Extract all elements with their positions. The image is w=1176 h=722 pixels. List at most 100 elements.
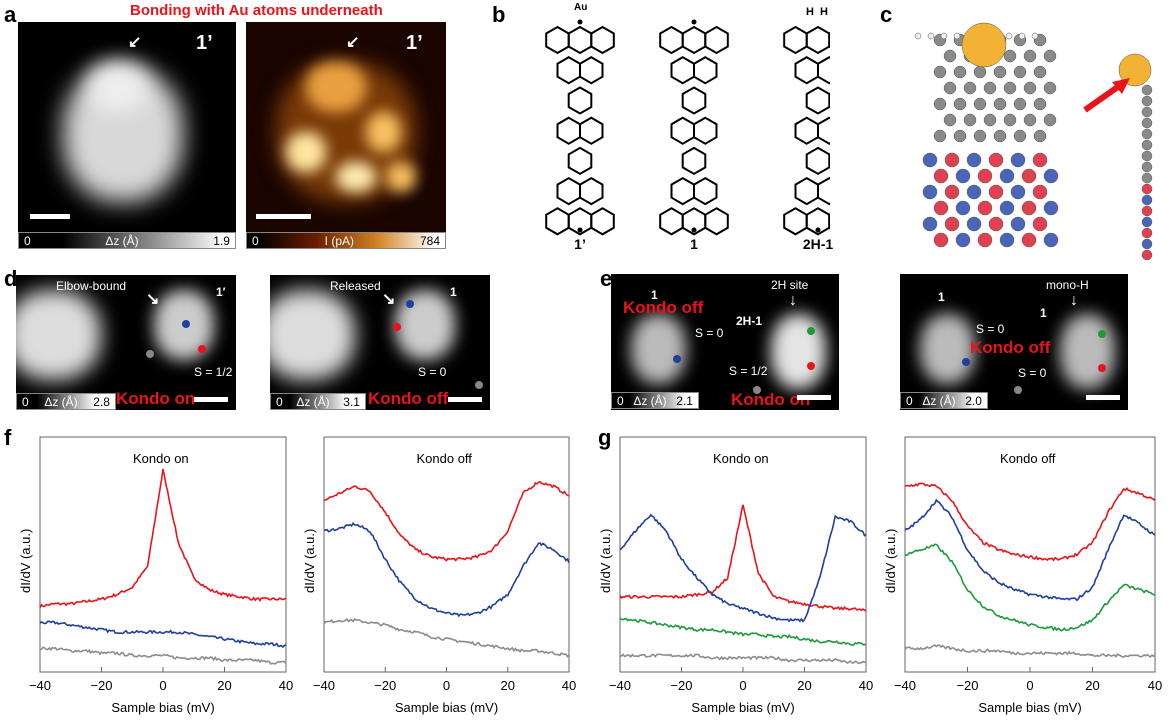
nitrogen-atom bbox=[955, 168, 971, 184]
oxygen-atom bbox=[977, 168, 993, 184]
y-axis-label: dI/dV (a.u.) bbox=[883, 528, 898, 593]
benzene-ring bbox=[556, 176, 581, 206]
cbar-max: 2.8 bbox=[93, 394, 110, 409]
side-view-atom bbox=[1141, 216, 1153, 228]
benzene-ring bbox=[783, 207, 808, 236]
series-line-blue bbox=[39, 620, 287, 649]
x-axis-label: Sample bias (mV) bbox=[978, 700, 1082, 715]
carbon-atom bbox=[1033, 97, 1047, 111]
spin-label: S = 1/2 bbox=[194, 365, 233, 379]
oxygen-atom bbox=[944, 184, 960, 200]
green-marker bbox=[807, 327, 815, 335]
benzene-ring bbox=[670, 176, 695, 206]
panel-label-a: a bbox=[4, 2, 17, 27]
benzene-ring bbox=[805, 146, 830, 176]
hydrogen-atom bbox=[927, 32, 935, 40]
oxygen-atom bbox=[1032, 184, 1048, 200]
x-axis-label: Sample bias (mV) bbox=[691, 700, 795, 715]
arrow-icon: ↙ bbox=[346, 34, 360, 51]
stm-topography-image: ↙ 1’ bbox=[18, 22, 236, 232]
carbon-atom bbox=[983, 81, 997, 95]
radical-dot bbox=[691, 227, 697, 233]
plot-title: Kondo on bbox=[133, 451, 189, 466]
nitrogen-atom bbox=[922, 216, 938, 232]
carbon-atom bbox=[1043, 49, 1057, 63]
gray-marker bbox=[1014, 386, 1022, 394]
red-marker bbox=[807, 362, 815, 370]
carbon-atom bbox=[963, 81, 977, 95]
series-line-green bbox=[904, 543, 1156, 632]
colorbar: 0 Δz (Å) 1.9 bbox=[18, 232, 236, 249]
au-label: Au bbox=[574, 2, 588, 13]
kondo-label: Kondo on bbox=[116, 389, 196, 408]
benzene-ring bbox=[794, 56, 819, 85]
arrow-icon: ↘ bbox=[382, 291, 396, 308]
arrow-icon: ↓ bbox=[1070, 292, 1078, 309]
cbar-max: 1.9 bbox=[213, 233, 230, 248]
molecule-structure bbox=[783, 25, 830, 236]
cbar-min: 0 bbox=[252, 233, 259, 248]
plot-title: Kondo off bbox=[1000, 451, 1056, 466]
stm-image-mono-h: 1 S = 0 1 mono-H ↓ Kondo off S = 0 0 Δz … bbox=[900, 274, 1128, 410]
carbon-atom bbox=[1003, 113, 1017, 127]
benzene-ring bbox=[590, 207, 615, 236]
spin-label: S = 0 bbox=[695, 326, 724, 340]
oxygen-atom bbox=[988, 152, 1004, 168]
radical-dot bbox=[577, 19, 583, 25]
series-line-blue bbox=[904, 498, 1156, 602]
stm-image-2h: 1 Kondo off S = 0 2H-1 2H site ↓ S = 1/2… bbox=[611, 274, 839, 410]
benzene-ring bbox=[556, 56, 581, 85]
colorbar: 0 Δz (Å) 2.0 bbox=[900, 392, 988, 409]
cbar-max: 784 bbox=[419, 233, 440, 248]
kondo-label: Kondo off bbox=[623, 298, 704, 317]
x-tick-label: 40 bbox=[858, 678, 874, 693]
x-axis-label: Sample bias (mV) bbox=[111, 700, 215, 715]
cbar-max: 3.1 bbox=[343, 394, 360, 409]
benzene-ring bbox=[579, 56, 604, 85]
oxygen-atom bbox=[1021, 168, 1037, 184]
cbar-label: I (pA) bbox=[324, 233, 354, 248]
molecule-label: 1’ bbox=[574, 236, 586, 252]
oxygen-atom bbox=[944, 152, 960, 168]
colorbar: 0 I (pA) 784 bbox=[246, 232, 446, 249]
x-tick-label: 40 bbox=[278, 678, 294, 693]
oxygen-atom bbox=[933, 232, 949, 248]
benzene-ring bbox=[567, 146, 593, 176]
carbon-atom bbox=[943, 81, 957, 95]
oxygen-atom bbox=[1032, 216, 1048, 232]
oxygen-atom bbox=[988, 216, 1004, 232]
molecule-tag: 1’ bbox=[406, 32, 423, 54]
gray-marker bbox=[146, 350, 154, 358]
benzene-ring bbox=[579, 116, 604, 145]
nitrogen-atom bbox=[955, 232, 971, 248]
nitrogen-atom bbox=[1043, 232, 1059, 248]
cbar-label: Δz (Å) bbox=[633, 393, 667, 408]
benzene-ring bbox=[556, 116, 581, 145]
carbon-atom bbox=[1043, 113, 1057, 127]
green-marker bbox=[1098, 330, 1106, 338]
benzene-ring bbox=[794, 116, 819, 145]
hydrogen-atom bbox=[940, 32, 948, 40]
benzene-ring bbox=[545, 25, 570, 55]
carbon-atom bbox=[973, 65, 987, 79]
cbar-min: 0 bbox=[276, 394, 283, 409]
red-marker bbox=[198, 345, 206, 353]
red-arrow-icon bbox=[1083, 81, 1124, 113]
arrow-icon: ↘ bbox=[146, 291, 160, 308]
carbon-atom bbox=[943, 49, 957, 63]
spin-label: S = 0 bbox=[1018, 366, 1047, 380]
series-line-red bbox=[39, 468, 287, 608]
scale-bar bbox=[1086, 395, 1120, 400]
stm-image-released: Released ↘ 1 S = 0 Kondo off 0 Δz (Å) 3.… bbox=[270, 275, 490, 410]
side-view-atom bbox=[1141, 194, 1153, 206]
carbon-atom bbox=[1033, 129, 1047, 143]
benzene-ring bbox=[704, 207, 729, 236]
carbon-atom bbox=[1033, 65, 1047, 79]
carbon-atom bbox=[993, 97, 1007, 111]
red-marker bbox=[1098, 364, 1106, 372]
benzene-ring bbox=[828, 31, 830, 49]
carbon-atom bbox=[933, 129, 947, 143]
molecule-label: 1 bbox=[690, 236, 698, 252]
x-tick-label: −40 bbox=[608, 678, 632, 693]
